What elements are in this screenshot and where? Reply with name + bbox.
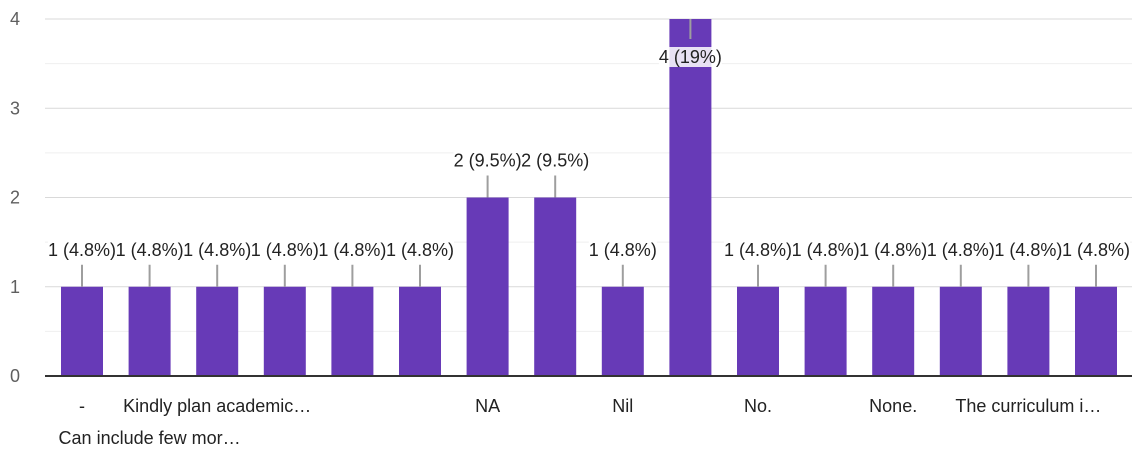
data-label-background <box>183 239 252 260</box>
x-category-label: None. <box>869 396 917 416</box>
data-label-background <box>791 239 860 260</box>
data-label-text: 1 (4.8%) <box>251 240 319 260</box>
data-label: 1 (4.8%) <box>250 239 319 260</box>
data-label-background <box>859 239 928 260</box>
data-labels: 1 (4.8%) 1 (4.8%) 1 (4.8%) 1 (4.8%) 1 (4.8%)… <box>47 19 1131 287</box>
data-label: 1 (4.8%) <box>588 239 657 260</box>
y-axis-ticks: 0 1 2 3 4 <box>10 9 20 386</box>
y-tick-label: 2 <box>10 188 20 208</box>
data-label-text: 1 (4.8%) <box>859 240 927 260</box>
bar[interactable] <box>601 286 644 376</box>
data-label-text: 1 (4.8%) <box>116 240 184 260</box>
data-label-background <box>47 239 117 260</box>
data-label-text: 1 (4.8%) <box>318 240 386 260</box>
data-label: 1 (4.8%) <box>926 239 995 260</box>
gridlines <box>45 18 1132 332</box>
y-tick-label: 1 <box>10 277 20 297</box>
x-category-label: Kindly plan academic… <box>123 396 311 416</box>
bar[interactable] <box>1007 286 1050 376</box>
x-category-label: Can include few mor… <box>59 428 241 448</box>
data-label-text: 1 (4.8%) <box>386 240 454 260</box>
data-label: 1 (4.8%) <box>994 239 1063 260</box>
x-category-label: Nil <box>612 396 633 416</box>
data-label-background <box>385 239 455 260</box>
bar[interactable] <box>263 286 306 376</box>
bar[interactable] <box>737 286 779 376</box>
data-label-text: 4 (19%) <box>659 47 722 67</box>
bar[interactable] <box>128 286 171 376</box>
data-label-background <box>723 239 793 260</box>
bar[interactable] <box>466 197 509 377</box>
data-label-text: 1 (4.8%) <box>48 240 116 260</box>
data-label: 2 (9.5%) <box>521 150 590 171</box>
bar[interactable] <box>331 286 374 376</box>
bar[interactable] <box>534 197 577 377</box>
y-tick-label: 0 <box>10 366 20 386</box>
data-label-background <box>115 239 184 260</box>
data-label: 1 (4.8%) <box>47 239 117 260</box>
bar[interactable] <box>872 286 915 376</box>
y-tick-label: 4 <box>10 9 20 29</box>
x-category-label: No. <box>744 396 772 416</box>
bar[interactable] <box>399 286 441 376</box>
bar[interactable] <box>669 19 712 376</box>
data-label-text: 1 (4.8%) <box>927 240 995 260</box>
bars <box>61 19 1117 376</box>
bar[interactable] <box>61 286 103 376</box>
y-tick-label: 3 <box>10 98 20 118</box>
x-category-label: The curriculum i… <box>955 396 1101 416</box>
data-label-text: 1 (4.8%) <box>183 240 251 260</box>
data-label: 1 (4.8%) <box>1061 239 1131 260</box>
data-label: 4 (19%) <box>658 47 722 67</box>
data-label-background <box>658 47 722 67</box>
data-label-text: 1 (4.8%) <box>994 240 1062 260</box>
data-label: 1 (4.8%) <box>115 239 184 260</box>
data-label: 1 (4.8%) <box>791 239 860 260</box>
data-label-text: 1 (4.8%) <box>589 240 657 260</box>
bar[interactable] <box>1075 286 1117 376</box>
data-label-text: 1 (4.8%) <box>724 240 792 260</box>
bar[interactable] <box>196 286 239 376</box>
data-label-background <box>588 239 657 260</box>
data-label-background <box>250 239 319 260</box>
data-label-text: 2 (9.5%) <box>521 151 589 171</box>
data-label-background <box>994 239 1063 260</box>
data-label-text: 1 (4.8%) <box>792 240 860 260</box>
bar[interactable] <box>939 286 982 376</box>
data-label: 1 (4.8%) <box>859 239 928 260</box>
data-label: 1 (4.8%) <box>183 239 252 260</box>
x-category-label: - <box>79 396 85 416</box>
data-label-text: 1 (4.8%) <box>1062 240 1130 260</box>
data-label-background <box>926 239 995 260</box>
data-label-background <box>521 150 590 171</box>
data-label-background <box>1061 239 1131 260</box>
data-label-text: 2 (9.5%) <box>454 151 522 171</box>
x-axis-categories: - Can include few mor… Kindly plan academi… <box>59 396 1102 448</box>
data-label-background <box>453 150 522 171</box>
bar[interactable] <box>804 286 847 376</box>
data-label: 1 (4.8%) <box>385 239 455 260</box>
data-label-background <box>318 239 387 260</box>
data-label: 1 (4.8%) <box>723 239 793 260</box>
data-label: 2 (9.5%) <box>453 150 522 171</box>
data-label: 1 (4.8%) <box>318 239 387 260</box>
x-category-label: NA <box>475 396 500 416</box>
